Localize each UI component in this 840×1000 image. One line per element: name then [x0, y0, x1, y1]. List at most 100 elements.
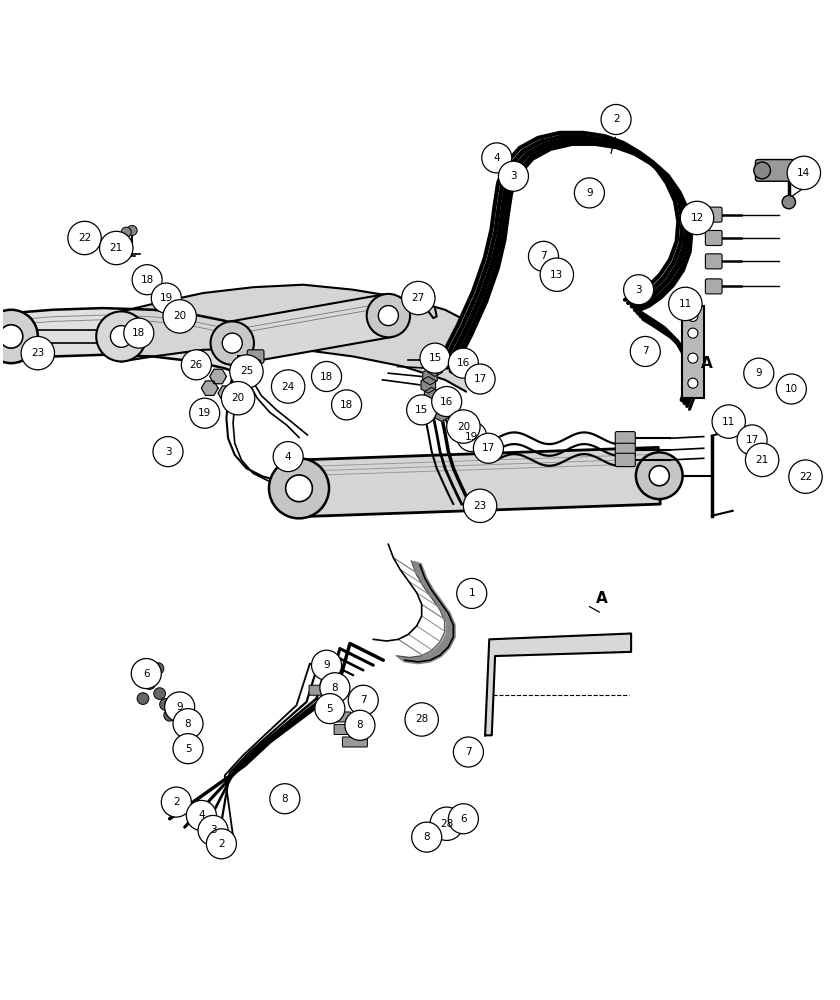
Circle shape — [345, 710, 375, 740]
Circle shape — [286, 475, 312, 502]
Text: 28: 28 — [415, 714, 428, 724]
Text: 19: 19 — [198, 408, 212, 418]
Text: 22: 22 — [799, 472, 812, 482]
Circle shape — [100, 231, 133, 265]
Circle shape — [782, 195, 795, 209]
Circle shape — [688, 311, 698, 321]
Circle shape — [745, 443, 779, 477]
FancyBboxPatch shape — [706, 254, 722, 269]
Circle shape — [269, 458, 329, 518]
Text: 11: 11 — [679, 299, 692, 309]
Text: 5: 5 — [327, 704, 333, 714]
Text: 23: 23 — [31, 348, 45, 358]
FancyBboxPatch shape — [615, 443, 635, 457]
Circle shape — [132, 265, 162, 295]
Circle shape — [273, 442, 303, 472]
Text: 5: 5 — [185, 744, 192, 754]
Text: 18: 18 — [132, 328, 145, 338]
Circle shape — [152, 663, 164, 674]
Circle shape — [164, 709, 176, 721]
Circle shape — [163, 300, 197, 333]
Circle shape — [457, 422, 486, 452]
Circle shape — [712, 405, 745, 438]
Text: 3: 3 — [210, 825, 217, 835]
Text: 9: 9 — [755, 368, 762, 378]
Text: 27: 27 — [412, 293, 425, 303]
Text: 23: 23 — [474, 501, 486, 511]
Circle shape — [153, 437, 183, 467]
Circle shape — [68, 221, 102, 255]
Circle shape — [173, 734, 203, 764]
Circle shape — [623, 275, 654, 305]
Text: 3: 3 — [635, 285, 642, 295]
FancyBboxPatch shape — [244, 360, 260, 373]
Circle shape — [601, 104, 631, 135]
Text: 7: 7 — [540, 251, 547, 261]
Circle shape — [447, 410, 480, 443]
Text: 15: 15 — [428, 353, 442, 363]
Circle shape — [630, 336, 660, 366]
FancyBboxPatch shape — [706, 279, 722, 294]
Text: 7: 7 — [642, 346, 648, 356]
FancyBboxPatch shape — [755, 160, 797, 181]
Text: 16: 16 — [457, 358, 470, 368]
FancyBboxPatch shape — [326, 712, 351, 722]
Circle shape — [144, 678, 155, 689]
Text: 17: 17 — [482, 443, 495, 453]
Text: 13: 13 — [550, 270, 564, 280]
FancyBboxPatch shape — [615, 432, 635, 445]
Text: 18: 18 — [140, 275, 154, 285]
Text: 21: 21 — [110, 243, 123, 253]
Text: 9: 9 — [586, 188, 593, 198]
Circle shape — [222, 382, 255, 415]
Circle shape — [181, 350, 212, 380]
Text: 21: 21 — [755, 455, 769, 465]
FancyBboxPatch shape — [706, 207, 722, 222]
Text: 20: 20 — [232, 393, 244, 403]
Polygon shape — [434, 351, 449, 368]
Text: 2: 2 — [613, 114, 619, 124]
Circle shape — [432, 387, 462, 417]
Text: 26: 26 — [190, 360, 203, 370]
FancyBboxPatch shape — [343, 737, 367, 747]
Circle shape — [430, 807, 464, 840]
Circle shape — [449, 804, 479, 834]
Circle shape — [407, 395, 437, 425]
Circle shape — [787, 156, 821, 190]
FancyBboxPatch shape — [615, 453, 635, 467]
Circle shape — [127, 225, 137, 235]
Text: 8: 8 — [423, 832, 430, 842]
Circle shape — [420, 343, 450, 373]
Circle shape — [312, 361, 342, 392]
Circle shape — [186, 800, 217, 830]
Circle shape — [173, 709, 203, 739]
Circle shape — [198, 815, 228, 845]
Circle shape — [270, 784, 300, 814]
Text: 17: 17 — [474, 374, 486, 384]
Text: 4: 4 — [493, 153, 500, 163]
Text: 17: 17 — [745, 435, 759, 445]
Circle shape — [680, 201, 714, 235]
Circle shape — [412, 822, 442, 852]
Circle shape — [449, 348, 479, 378]
Circle shape — [110, 326, 132, 347]
Polygon shape — [11, 330, 249, 343]
FancyBboxPatch shape — [334, 724, 359, 734]
Polygon shape — [424, 387, 439, 404]
Text: 2: 2 — [173, 797, 180, 807]
Text: 4: 4 — [198, 810, 205, 820]
FancyBboxPatch shape — [706, 230, 722, 245]
Circle shape — [540, 258, 574, 291]
Circle shape — [0, 310, 38, 363]
Circle shape — [737, 425, 767, 455]
Circle shape — [137, 693, 149, 704]
FancyBboxPatch shape — [309, 685, 334, 695]
Text: 2: 2 — [218, 839, 225, 849]
Circle shape — [230, 355, 263, 388]
Text: 11: 11 — [722, 417, 735, 427]
Circle shape — [776, 374, 806, 404]
Circle shape — [474, 433, 503, 463]
Text: 18: 18 — [320, 372, 333, 382]
Text: 6: 6 — [460, 814, 467, 824]
Circle shape — [320, 673, 350, 703]
